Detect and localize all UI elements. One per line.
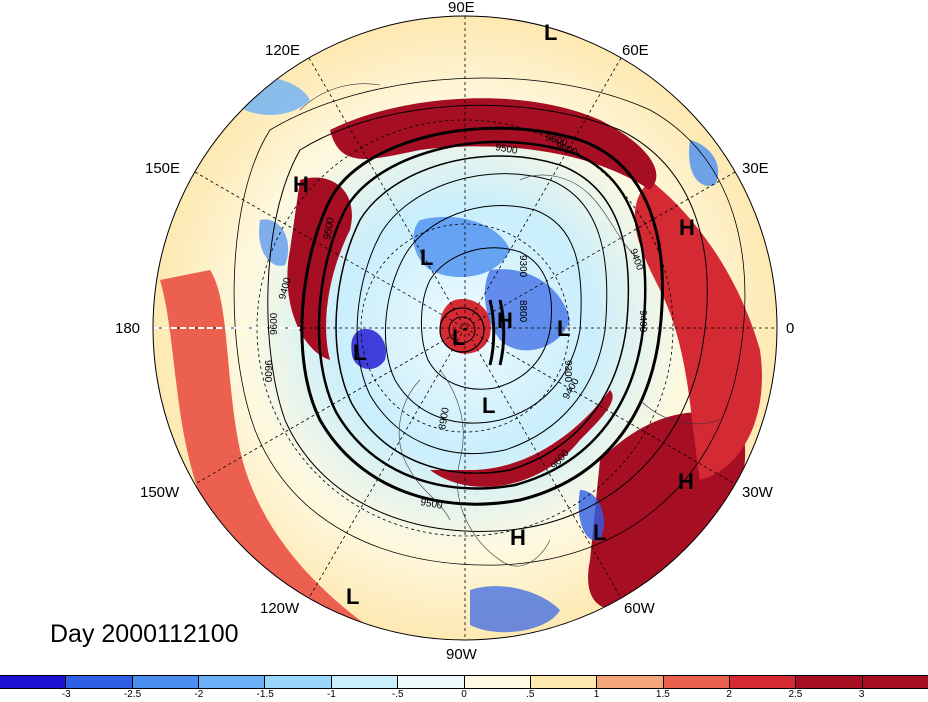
- colorbar-swatch: [66, 676, 133, 688]
- colorbar-swatch: [464, 676, 531, 688]
- colorbar-swatch: [331, 676, 399, 688]
- map-boundary: [152, 15, 778, 641]
- coastlines: [299, 83, 721, 567]
- colorbar-tick-label: -3: [61, 689, 71, 700]
- colorbar-swatch: [199, 676, 266, 688]
- pressure-center-label: L: [346, 584, 359, 609]
- lon-label-90e: 90E: [448, 0, 475, 16]
- colorbar-swatch: [132, 676, 200, 688]
- colorbar-tick-label: -1: [326, 689, 336, 700]
- colorbar-swatch: [0, 676, 67, 688]
- colorbar-swatch: [265, 676, 332, 688]
- colorbar-tick-label: 2.5: [788, 689, 803, 700]
- colorbar-swatch: [729, 676, 797, 688]
- pressure-center-label: L: [557, 316, 570, 341]
- colorbar-swatch: [398, 676, 465, 688]
- pressure-center-label: H: [510, 525, 526, 550]
- pressure-center-label: H: [679, 215, 695, 240]
- pressure-center-label: L: [482, 393, 495, 418]
- pressure-center-label: L: [353, 340, 366, 365]
- colorbar: [0, 675, 928, 689]
- pressure-center-label: H: [293, 172, 309, 197]
- colorbar-tick-label: 3: [858, 689, 865, 700]
- lon-label-150w: 150W: [140, 484, 180, 501]
- pressure-center-label: L: [593, 520, 606, 545]
- pressure-center-label: L: [544, 20, 557, 45]
- colorbar-tick-label: -.5: [391, 689, 404, 700]
- lon-label-0: 0: [786, 320, 794, 337]
- colorbar-swatch: [862, 676, 928, 688]
- pressure-centers: L H H L L H L L L H L H L: [293, 20, 695, 609]
- contour-label: 9500: [494, 142, 518, 157]
- longitude-labels: 90E 60E 120E 150E 30E 180 0 150W 30W 120…: [115, 0, 794, 663]
- colorbar-tick-label: -2: [194, 689, 204, 700]
- contour-label: 9600: [262, 360, 273, 383]
- contour-label: 8900: [437, 406, 452, 430]
- contour-label: 9300: [562, 360, 573, 383]
- lon-label-120w: 120W: [260, 600, 300, 617]
- colorbar-swatch: [597, 676, 664, 688]
- colorbar-tick-label: 2: [726, 689, 732, 700]
- day-label: Day 2000112100: [50, 620, 239, 648]
- lon-label-150e: 150E: [145, 160, 180, 177]
- colorbar-swatch: [530, 676, 598, 688]
- lon-label-30w: 30W: [742, 484, 774, 501]
- lon-label-60w: 60W: [624, 600, 656, 617]
- pressure-center-label: H: [497, 308, 513, 333]
- colorbar-swatch: [796, 676, 863, 688]
- colorbar-labels: -3 -2.5 -2 -1.5 -1 -.5 0 .5 1 1.5 2 2.5 3: [0, 689, 928, 702]
- colorbar-tick-label: -1.5: [256, 689, 274, 700]
- lon-label-180: 180: [115, 320, 140, 337]
- colorbar-swatch: [663, 676, 730, 688]
- contour-label: 8800: [517, 300, 528, 323]
- contour-label: 9400: [637, 310, 648, 333]
- lon-label-30e: 30E: [742, 160, 769, 177]
- contour-label: 9500: [322, 216, 337, 240]
- contour-label: 9300: [517, 255, 528, 278]
- graticule: [153, 16, 777, 640]
- colorbar-tick-label: 1: [593, 689, 600, 700]
- contour-label: 9500: [419, 497, 443, 512]
- pressure-center-label: L: [420, 245, 433, 270]
- colorbar-tick-label: 1.5: [655, 689, 670, 700]
- colorbar-tick-label: .5: [526, 689, 535, 700]
- pressure-center-label: L: [452, 325, 465, 350]
- contour-label: 9600: [269, 312, 280, 335]
- colorbar-tick-label: 0: [461, 689, 467, 700]
- pressure-center-label: H: [678, 469, 694, 494]
- colorbar-tick-label: -2.5: [123, 689, 142, 700]
- lon-label-60e: 60E: [622, 42, 649, 59]
- lon-label-90w: 90W: [446, 646, 478, 663]
- lon-label-120e: 120E: [265, 42, 300, 59]
